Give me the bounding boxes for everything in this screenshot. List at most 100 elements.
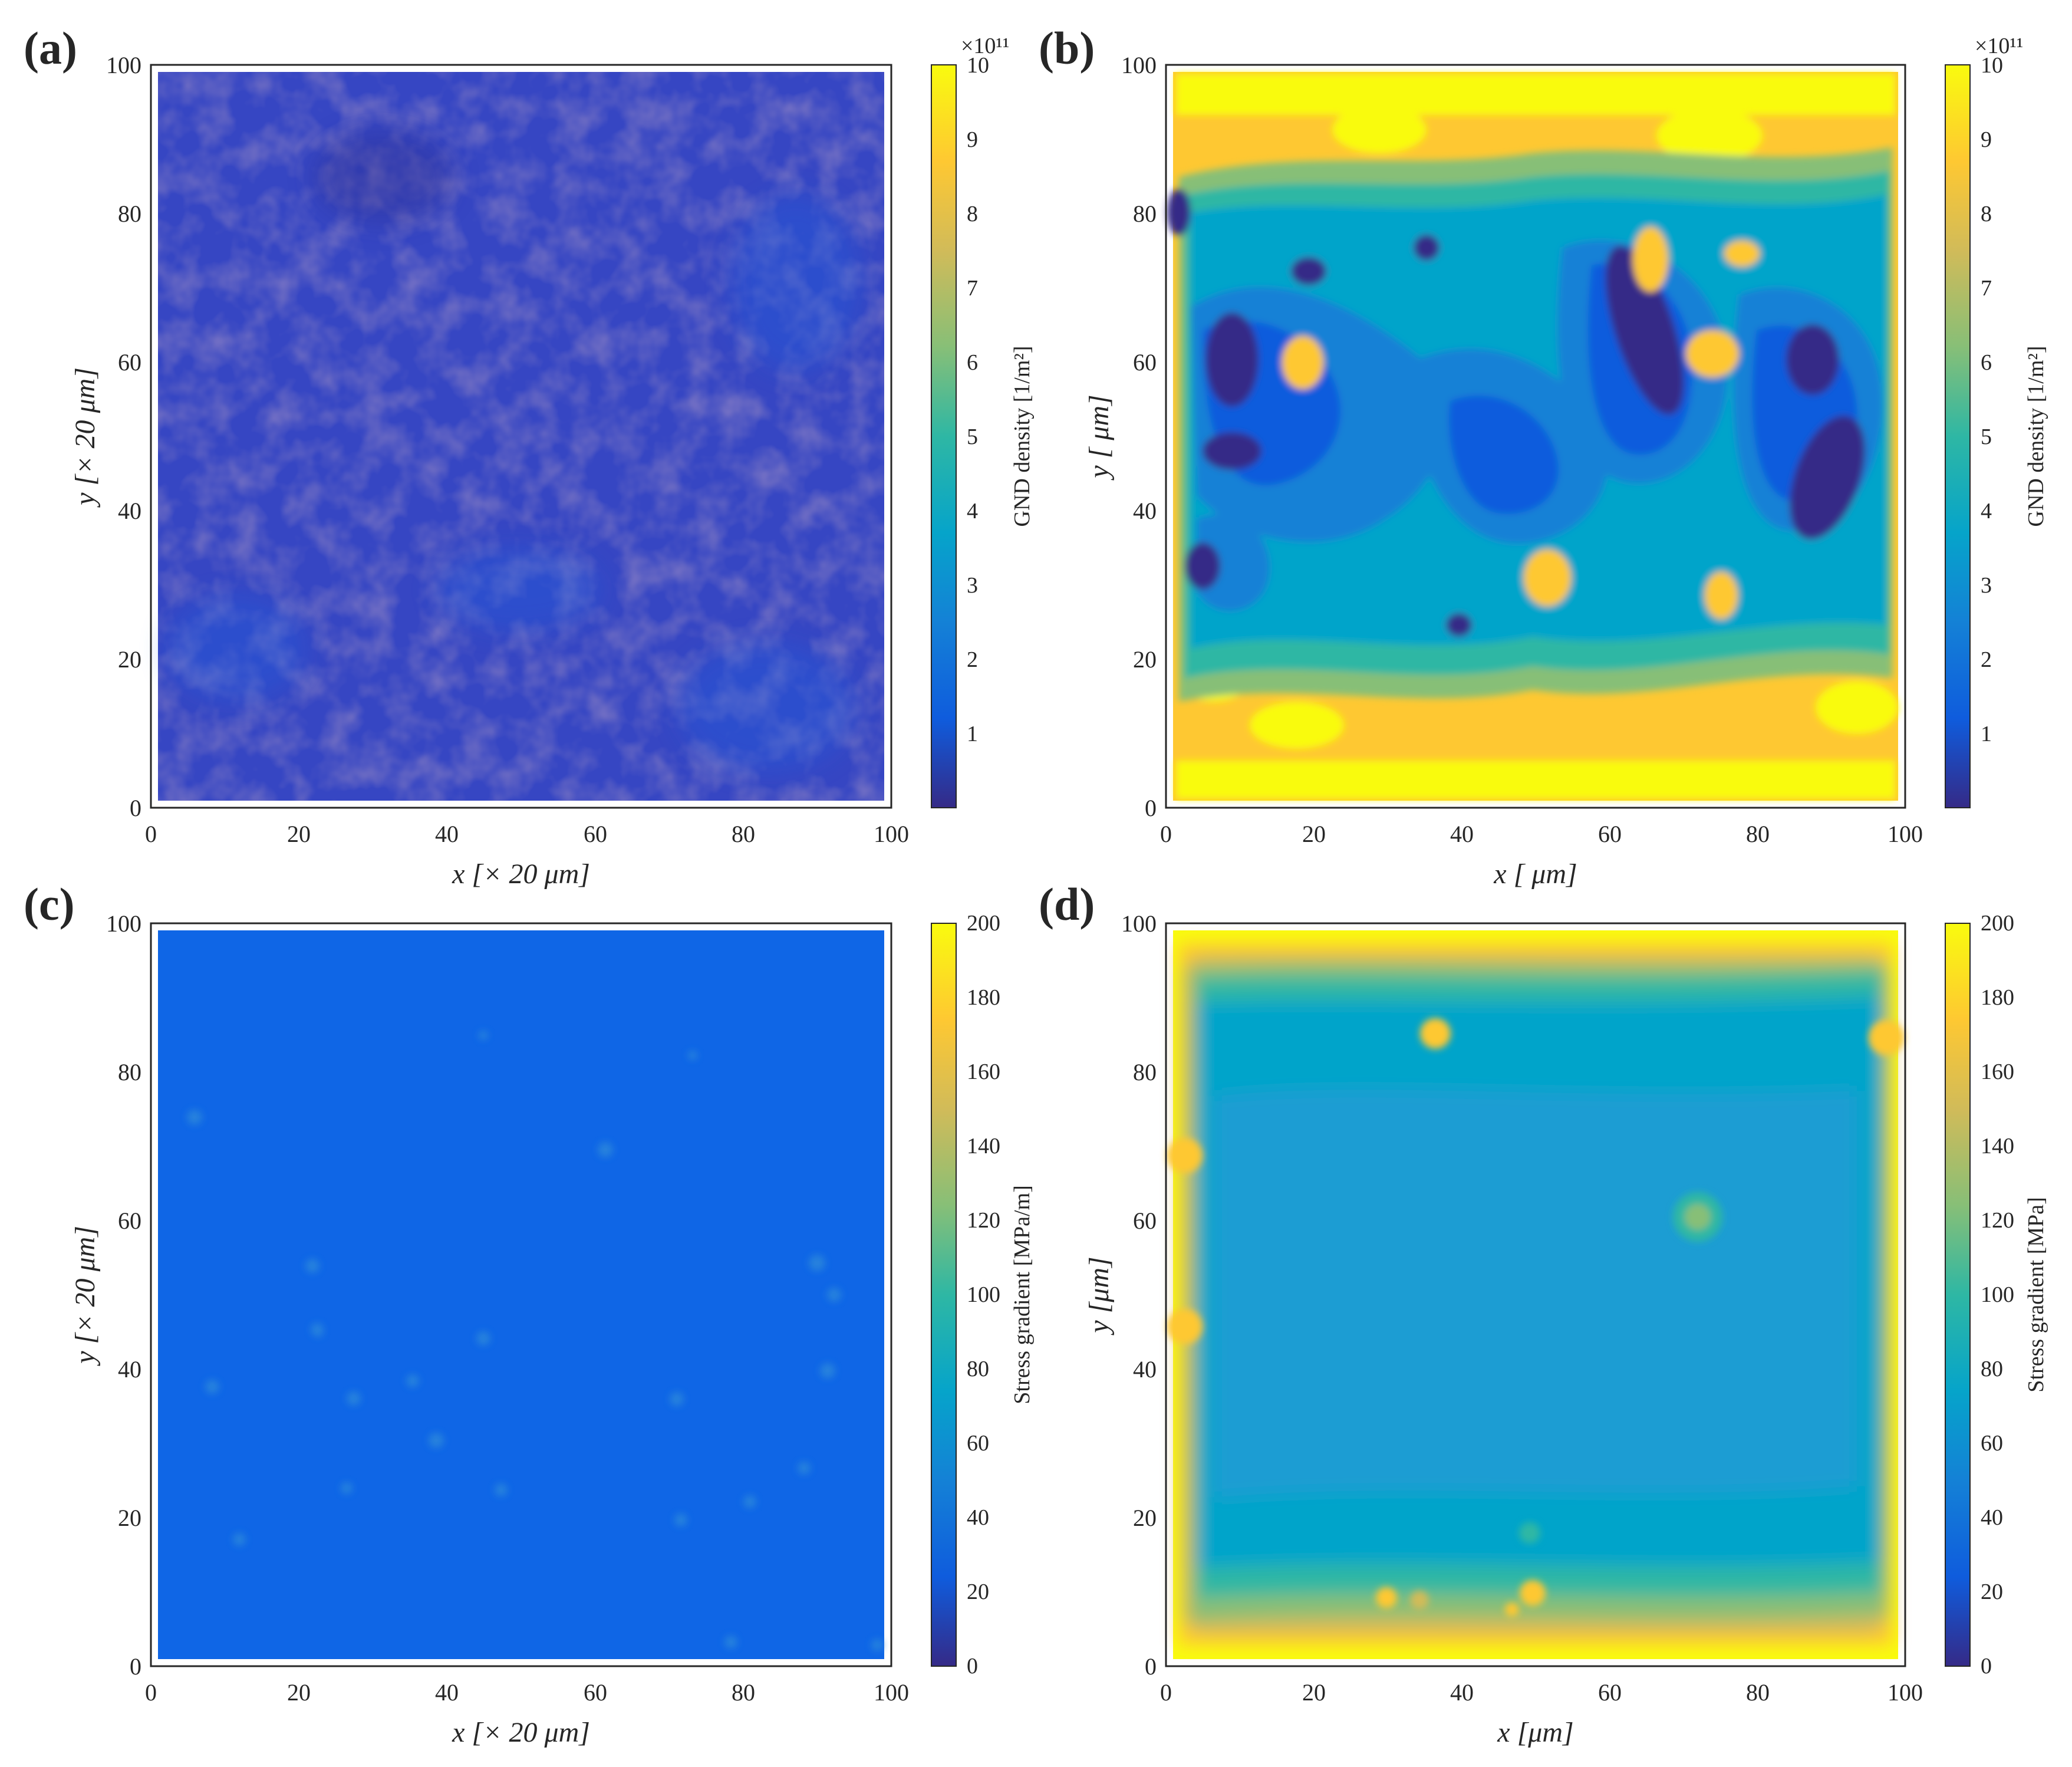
y-tick: 0 [1145, 795, 1157, 821]
colorbar-label-c: Stress gradient [MPa/m] [1010, 1185, 1035, 1404]
colorbar-ticks-a: 1 2 3 4 5 6 7 8 9 10 [967, 53, 989, 746]
x-tick: 100 [1887, 821, 1923, 847]
colorbar-tick: 100 [1981, 1282, 2014, 1307]
y-axis-label-d: y [μm] [1083, 1256, 1115, 1335]
y-ticks-c: 0 20 40 60 80 100 [106, 910, 141, 1680]
colorbar-tick: 0 [1981, 1654, 1992, 1679]
colorbar-tick: 160 [967, 1059, 1000, 1084]
x-tick: 0 [145, 1679, 157, 1706]
x-tick: 60 [1598, 821, 1622, 847]
x-ticks-c: 0 20 40 60 80 100 [145, 1679, 909, 1706]
colorbar-exponent-b: ×10¹¹ [1975, 34, 2023, 58]
y-tick: 20 [118, 646, 141, 673]
y-tick: 80 [118, 200, 141, 227]
y-tick: 40 [118, 498, 141, 524]
heatmap-c [158, 930, 884, 1659]
y-tick: 100 [1121, 52, 1157, 78]
colorbar-tick: 6 [967, 350, 978, 375]
colorbar-b: ×10¹¹ 1 2 3 4 5 6 7 8 9 10 GND density [… [1945, 34, 2048, 808]
x-tick: 40 [1450, 821, 1474, 847]
colorbar-tick: 4 [967, 499, 978, 524]
colorbar-tick: 20 [1981, 1580, 2003, 1604]
y-tick: 100 [106, 910, 141, 937]
y-tick: 0 [130, 1653, 141, 1680]
colorbar-tick: 0 [967, 1654, 978, 1679]
x-axis-label-c: x [× 20 μm] [452, 1717, 590, 1748]
panel-d: (d) [1039, 878, 2048, 1748]
colorbar-tick: 200 [1981, 911, 2014, 936]
x-tick: 40 [1450, 1679, 1474, 1706]
colorbar-tick: 4 [1981, 499, 1992, 524]
x-axis-label-d: x [μm] [1497, 1717, 1573, 1748]
y-tick: 20 [118, 1505, 141, 1531]
x-tick: 80 [732, 821, 755, 847]
colorbar-tick: 5 [1981, 425, 1992, 449]
x-tick: 100 [874, 1679, 909, 1706]
y-tick: 100 [106, 52, 141, 78]
x-axis-label-b: x [ μm] [1493, 858, 1577, 890]
panel-label-c: (c) [24, 878, 75, 930]
panel-a: (a) 0 20 40 60 80 100 0 20 40 60 [24, 22, 1035, 890]
x-tick: 80 [1746, 821, 1770, 847]
colorbar-tick: 2 [967, 647, 978, 672]
y-tick: 40 [1133, 1356, 1157, 1383]
x-tick: 100 [874, 821, 909, 847]
y-tick: 80 [118, 1059, 141, 1085]
y-tick: 0 [130, 795, 141, 821]
colorbar-tick: 1 [1981, 722, 1992, 746]
colorbar-tick: 5 [967, 425, 978, 449]
heatmap-b [1167, 72, 1898, 801]
colorbar-tick: 20 [967, 1580, 989, 1604]
x-tick: 60 [1598, 1679, 1622, 1706]
colorbar-ticks-d: 0 20 40 60 80 100 120 140 160 180 200 [1981, 911, 2014, 1679]
colorbar-tick: 3 [1981, 573, 1992, 598]
colorbar-tick: 8 [967, 202, 978, 226]
x-tick: 40 [435, 821, 459, 847]
colorbar-tick: 60 [1981, 1431, 2003, 1456]
colorbar-tick: 80 [1981, 1357, 2003, 1381]
x-tick: 20 [1302, 1679, 1326, 1706]
x-tick: 0 [1160, 1679, 1172, 1706]
axes-frame-c [150, 922, 892, 1667]
colorbar-ticks-b: 1 2 3 4 5 6 7 8 9 10 [1981, 53, 2003, 746]
colorbar-label-b: GND density [1/m²] [2024, 346, 2048, 527]
x-tick: 20 [1302, 821, 1326, 847]
colorbar-tick: 10 [967, 53, 989, 78]
y-tick: 80 [1133, 1059, 1157, 1085]
colorbar-d: 0 20 40 60 80 100 120 140 160 180 200 St… [1945, 911, 2048, 1679]
colorbar-tick: 100 [967, 1282, 1000, 1307]
y-ticks-a: 0 20 40 60 80 100 [106, 52, 141, 821]
colorbar-exponent-a: ×10¹¹ [961, 34, 1009, 58]
colorbar-tick: 160 [1981, 1059, 2014, 1084]
y-axis-label-c: y [× 20 μm] [70, 1226, 101, 1367]
colorbar-c: 0 20 40 60 80 100 120 140 160 180 200 St… [931, 911, 1035, 1679]
colorbar-tick: 120 [967, 1208, 1000, 1233]
y-tick: 40 [1133, 498, 1157, 524]
colorbar-tick: 1 [967, 722, 978, 746]
y-tick: 20 [1133, 646, 1157, 673]
axes-frame-a [150, 64, 892, 809]
axes-frame-d [1165, 922, 1906, 1667]
y-axis-label-b: y [ μm] [1083, 394, 1115, 481]
x-tick: 20 [287, 1679, 311, 1706]
colorbar-tick: 3 [967, 573, 978, 598]
x-tick: 0 [1160, 821, 1172, 847]
panel-label-a: (a) [24, 22, 77, 74]
colorbar-tick: 140 [967, 1134, 1000, 1159]
colorbar-tick: 180 [1981, 985, 2014, 1010]
colorbar-tick: 60 [967, 1431, 989, 1456]
panel-c: (c) 0 20 40 60 80 [24, 878, 1035, 1748]
x-tick: 0 [145, 821, 157, 847]
x-tick: 60 [584, 821, 607, 847]
x-tick: 40 [435, 1679, 459, 1706]
x-ticks-d: 0 20 40 60 80 100 [1160, 1679, 1923, 1706]
y-tick: 100 [1121, 910, 1157, 937]
x-axis-label-a: x [× 20 μm] [452, 858, 590, 890]
colorbar-tick: 10 [1981, 53, 2003, 78]
colorbar-tick: 180 [967, 985, 1000, 1010]
colorbar-tick: 2 [1981, 647, 1992, 672]
y-ticks-b: 0 20 40 60 80 100 [1121, 52, 1157, 821]
y-ticks-d: 0 20 40 60 80 100 [1121, 910, 1157, 1680]
colorbar-tick: 8 [1981, 202, 1992, 226]
